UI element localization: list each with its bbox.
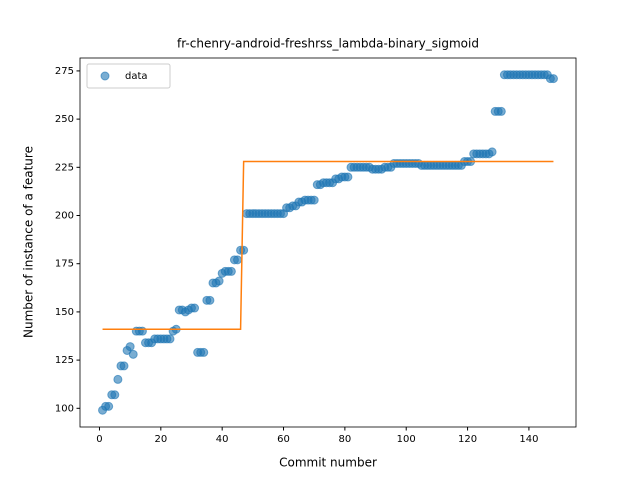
y-tick-label: 125 (55, 355, 74, 366)
legend-box (86, 63, 171, 89)
data-point (137, 326, 147, 336)
x-tick-label: 120 (458, 434, 477, 445)
data-point (548, 74, 558, 84)
data-point (496, 106, 506, 116)
data-point (125, 342, 135, 352)
data-point (165, 334, 175, 344)
y-tick-label: 150 (55, 307, 74, 318)
data-point (239, 245, 249, 255)
y-tick-label: 225 (55, 162, 74, 173)
data-point (233, 255, 243, 265)
data-point (343, 172, 353, 182)
fit-line (102, 160, 554, 331)
y-axis-label: Number of instance of a feature (22, 146, 36, 338)
data-point (119, 361, 129, 371)
data-point (205, 295, 215, 305)
axes-frame (79, 57, 577, 428)
y-tick-label: 275 (55, 66, 74, 77)
data-point (214, 276, 224, 286)
legend-label: data (125, 71, 148, 82)
legend-marker (100, 71, 110, 81)
x-tick-label: 20 (154, 434, 167, 445)
x-tick-label: 80 (339, 434, 352, 445)
y-tick-label: 250 (55, 114, 74, 125)
data-point (190, 303, 200, 313)
data-point (113, 374, 123, 384)
data-point (309, 195, 319, 205)
chart-title: fr-chenry-android-freshrss_lambda-binary… (177, 37, 479, 51)
data-point (199, 347, 209, 357)
x-axis-label: Commit number (279, 456, 377, 470)
data-point (104, 401, 114, 411)
data-point (110, 390, 120, 400)
x-tick-label: 0 (96, 434, 102, 445)
y-tick-label: 100 (55, 403, 74, 414)
y-tick-label: 175 (55, 259, 74, 270)
x-tick-label: 40 (216, 434, 229, 445)
x-tick-label: 60 (277, 434, 290, 445)
data-point (226, 266, 236, 276)
data-point (487, 147, 497, 157)
x-tick-label: 100 (397, 434, 416, 445)
x-tick-label: 140 (519, 434, 538, 445)
data-point (128, 349, 138, 359)
y-tick-label: 200 (55, 211, 74, 222)
